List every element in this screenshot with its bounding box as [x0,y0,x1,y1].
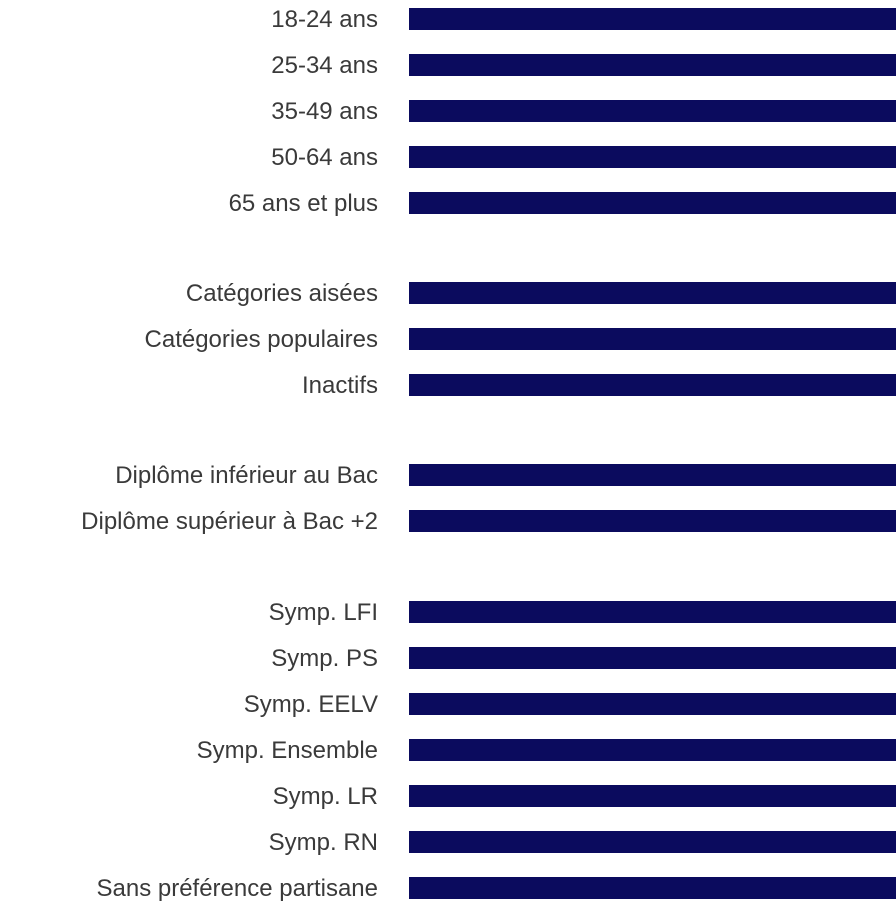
category-label: 65 ans et plus [229,190,378,217]
category-label: 50-64 ans [271,144,378,171]
category-label: 18-24 ans [271,6,378,33]
category-label: Sans préférence partisane [96,875,378,902]
category-label: Symp. EELV [244,691,378,718]
category-label: Catégories populaires [145,326,378,353]
category-label: Symp. RN [269,829,378,856]
bar [409,146,896,168]
bar [409,693,896,715]
bar [409,739,896,761]
category-label: Diplôme supérieur à Bac +2 [81,508,378,535]
bar [409,510,896,532]
bar [409,877,896,899]
bar [409,831,896,853]
bar [409,647,896,669]
bar [409,785,896,807]
bar [409,192,896,214]
bar [409,374,896,396]
bar [409,8,896,30]
category-label: Symp. Ensemble [197,737,378,764]
category-label: Symp. LFI [269,599,378,626]
category-label: Inactifs [302,372,378,399]
bar [409,601,896,623]
bar [409,100,896,122]
bar [409,464,896,486]
bar [409,328,896,350]
category-label: Catégories aisées [186,280,378,307]
bar [409,282,896,304]
category-label: 35-49 ans [271,98,378,125]
bar [409,54,896,76]
category-label: Diplôme inférieur au Bac [115,462,378,489]
category-label: 25-34 ans [271,52,378,79]
category-label: Symp. PS [271,645,378,672]
category-label: Symp. LR [273,783,378,810]
